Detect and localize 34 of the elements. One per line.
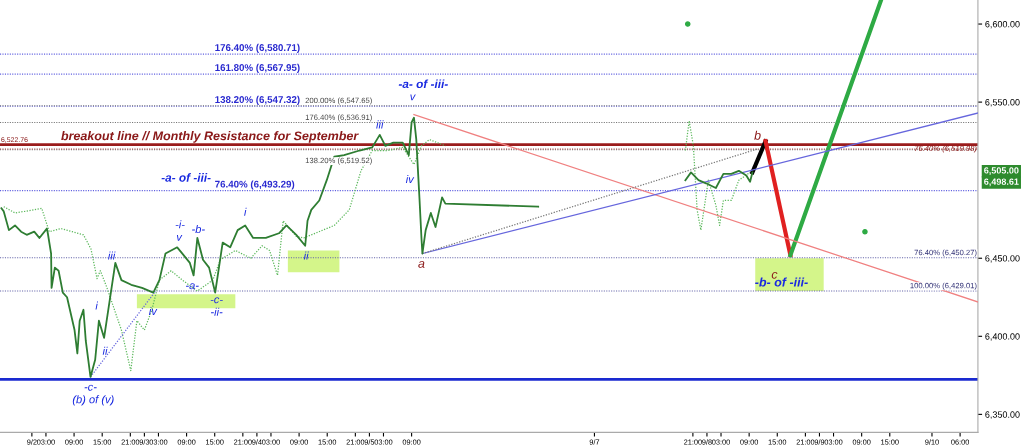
y-tick-label: 6,600.00 xyxy=(985,21,1020,29)
annotation: i xyxy=(244,207,247,216)
annotation: -a- of -iii- xyxy=(398,79,448,89)
annotation: iv xyxy=(405,174,415,184)
annotation: i xyxy=(95,301,99,310)
annotation: v xyxy=(176,234,183,241)
annotation: -a- xyxy=(185,283,199,290)
annotation: -c- xyxy=(84,384,97,391)
annotation: 76.40% (6,493.29) xyxy=(215,180,295,190)
y-tick-label: 6,550.00 xyxy=(985,99,1020,107)
annotation: b xyxy=(754,130,761,140)
annotation: c xyxy=(771,271,778,279)
annotation: a xyxy=(418,260,425,268)
annotation: -a- of -iii- xyxy=(161,173,211,182)
annotation: iii xyxy=(376,120,384,129)
annotation: 176.40% (6,580.71) xyxy=(215,43,300,53)
annotation: v xyxy=(410,94,416,101)
annotation: iii xyxy=(108,251,116,260)
y-tick-label: 6,350.00 xyxy=(985,411,1020,419)
annotation: (b) of (v) xyxy=(72,395,114,406)
annotation: -ii- xyxy=(210,307,223,316)
annotation: -c- xyxy=(210,297,223,304)
annotation: -i- xyxy=(175,220,185,229)
annotation: ii xyxy=(303,251,309,260)
annotation: 161.80% (6,567.95) xyxy=(215,63,300,73)
annotation: breakout line // Monthly Resistance for September xyxy=(61,131,359,143)
annotation: 138.20% (6,547.32) xyxy=(215,95,300,105)
annotation: ii xyxy=(102,346,108,355)
y-tick-label: 6,450.00 xyxy=(985,255,1020,263)
annotation: iv xyxy=(149,306,158,315)
y-tick-label: 6,400.00 xyxy=(985,333,1020,341)
text: 6,505.00 xyxy=(984,167,1019,175)
text: 6,498.61 xyxy=(984,178,1019,187)
annotation: -b- xyxy=(192,224,205,234)
